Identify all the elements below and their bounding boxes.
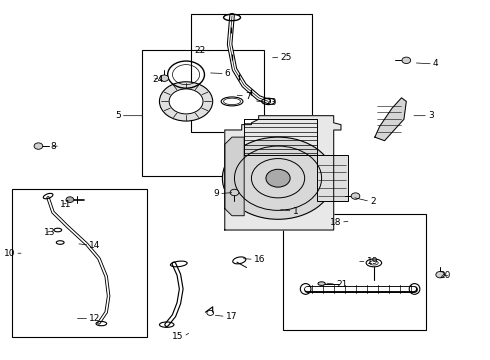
Circle shape xyxy=(159,82,213,121)
Text: 15: 15 xyxy=(172,332,184,341)
Text: 19: 19 xyxy=(367,257,378,266)
Text: 1: 1 xyxy=(293,207,298,216)
Text: 24: 24 xyxy=(152,75,164,84)
Bar xyxy=(143,50,264,176)
Text: 17: 17 xyxy=(226,312,237,321)
Text: 12: 12 xyxy=(89,314,100,323)
Text: 20: 20 xyxy=(440,271,451,280)
Bar xyxy=(317,155,348,202)
Ellipse shape xyxy=(318,282,325,285)
Circle shape xyxy=(436,271,444,278)
Circle shape xyxy=(351,193,360,199)
Text: 16: 16 xyxy=(254,255,265,264)
Bar xyxy=(191,14,312,132)
Text: 10: 10 xyxy=(4,249,15,258)
Text: 6: 6 xyxy=(225,69,230,78)
Text: 9: 9 xyxy=(213,189,219,198)
Text: 18: 18 xyxy=(329,218,341,227)
Text: 11: 11 xyxy=(60,200,72,209)
Polygon shape xyxy=(375,98,406,141)
Text: 4: 4 xyxy=(433,59,439,68)
Text: 3: 3 xyxy=(428,111,434,120)
Bar xyxy=(12,189,147,337)
Polygon shape xyxy=(225,137,244,216)
Text: 21: 21 xyxy=(336,280,347,289)
Circle shape xyxy=(266,169,290,187)
Circle shape xyxy=(160,75,169,81)
Text: 14: 14 xyxy=(89,240,100,249)
Text: 23: 23 xyxy=(265,98,276,107)
Text: 8: 8 xyxy=(50,142,56,151)
Bar xyxy=(283,214,426,330)
Polygon shape xyxy=(225,116,341,230)
Text: 5: 5 xyxy=(115,111,121,120)
Circle shape xyxy=(169,89,203,114)
Circle shape xyxy=(34,143,43,149)
Text: 7: 7 xyxy=(245,91,251,100)
Text: 25: 25 xyxy=(280,53,292,62)
Text: 13: 13 xyxy=(44,228,56,237)
Circle shape xyxy=(222,137,334,219)
Text: 22: 22 xyxy=(194,46,205,55)
Circle shape xyxy=(230,189,239,196)
Circle shape xyxy=(66,197,74,203)
Circle shape xyxy=(402,57,411,64)
Text: 2: 2 xyxy=(370,197,376,206)
